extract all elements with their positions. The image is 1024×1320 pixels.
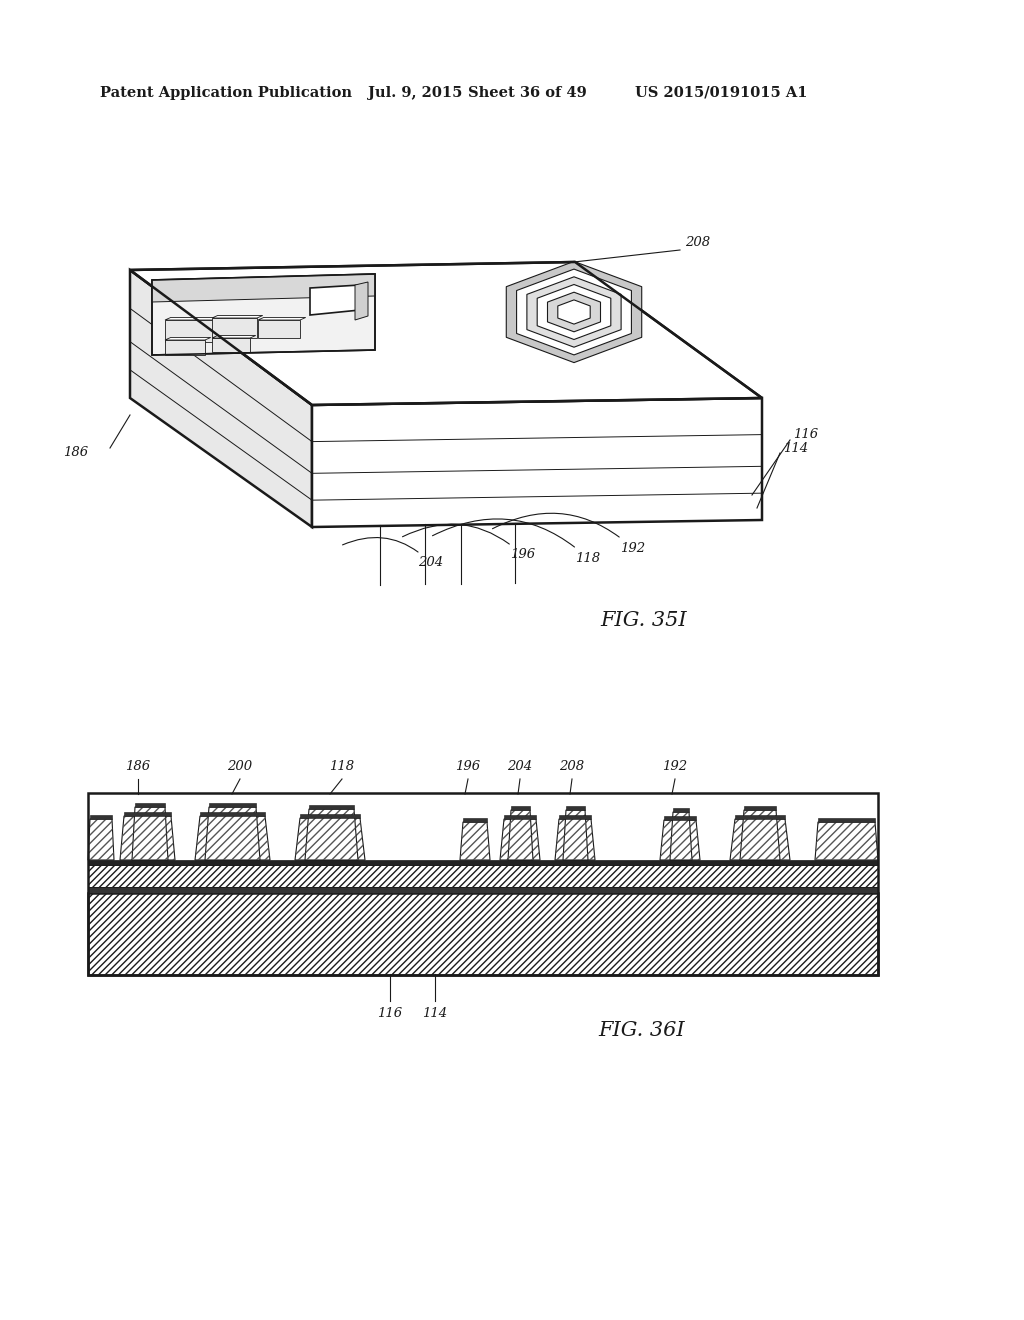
Polygon shape — [815, 822, 878, 861]
Polygon shape — [506, 261, 642, 363]
Polygon shape — [200, 812, 265, 816]
Polygon shape — [527, 277, 622, 347]
Polygon shape — [538, 285, 610, 339]
Polygon shape — [355, 282, 368, 319]
Polygon shape — [209, 803, 256, 807]
Polygon shape — [124, 812, 171, 816]
Text: 192: 192 — [493, 513, 645, 554]
Text: Jul. 9, 2015: Jul. 9, 2015 — [368, 86, 463, 100]
Polygon shape — [130, 271, 312, 527]
Text: Patent Application Publication: Patent Application Publication — [100, 86, 352, 100]
Polygon shape — [120, 816, 175, 861]
Polygon shape — [300, 814, 360, 818]
Polygon shape — [310, 285, 360, 315]
Text: US 2015/0191015 A1: US 2015/0191015 A1 — [635, 86, 808, 100]
Polygon shape — [90, 814, 112, 818]
Polygon shape — [504, 814, 536, 818]
Polygon shape — [205, 807, 260, 861]
Polygon shape — [88, 818, 114, 861]
Polygon shape — [258, 318, 306, 319]
Polygon shape — [548, 292, 600, 331]
Bar — [88, 894, 878, 975]
Polygon shape — [309, 805, 354, 809]
Polygon shape — [212, 315, 263, 318]
Polygon shape — [664, 816, 696, 820]
Bar — [88, 861, 878, 865]
Text: 116: 116 — [378, 1007, 402, 1020]
Bar — [88, 887, 878, 894]
Polygon shape — [152, 275, 375, 355]
Polygon shape — [152, 275, 375, 302]
Text: 114: 114 — [423, 1007, 447, 1020]
Text: Sheet 36 of 49: Sheet 36 of 49 — [468, 86, 587, 100]
Polygon shape — [660, 820, 700, 861]
Text: 196: 196 — [456, 760, 480, 774]
Text: 118: 118 — [330, 760, 354, 774]
Polygon shape — [212, 318, 257, 338]
Polygon shape — [295, 818, 365, 861]
Bar — [88, 865, 878, 887]
Polygon shape — [670, 812, 692, 861]
Polygon shape — [460, 822, 490, 861]
Polygon shape — [566, 807, 585, 810]
Polygon shape — [555, 818, 595, 861]
Polygon shape — [165, 341, 205, 355]
Polygon shape — [165, 318, 221, 319]
Polygon shape — [165, 338, 211, 341]
Polygon shape — [516, 269, 632, 355]
Text: 204: 204 — [343, 537, 443, 569]
Polygon shape — [563, 810, 588, 861]
Text: 204: 204 — [508, 760, 532, 774]
Polygon shape — [305, 809, 358, 861]
Polygon shape — [735, 814, 785, 818]
Text: 186: 186 — [125, 760, 151, 774]
Polygon shape — [558, 300, 590, 325]
Text: 116: 116 — [793, 429, 818, 441]
Text: 118: 118 — [432, 519, 600, 565]
Polygon shape — [258, 319, 300, 338]
Text: FIG. 35I: FIG. 35I — [600, 610, 687, 630]
Text: 200: 200 — [227, 760, 253, 774]
Text: 192: 192 — [663, 760, 687, 774]
Polygon shape — [730, 818, 790, 861]
Polygon shape — [312, 399, 762, 527]
Text: 208: 208 — [559, 760, 585, 774]
Polygon shape — [195, 816, 270, 861]
Text: 114: 114 — [783, 441, 808, 454]
Polygon shape — [132, 807, 168, 861]
Polygon shape — [508, 810, 534, 861]
Text: 208: 208 — [685, 236, 710, 249]
Polygon shape — [740, 810, 780, 861]
Polygon shape — [500, 818, 540, 861]
Polygon shape — [559, 814, 591, 818]
Polygon shape — [744, 807, 776, 810]
Text: 186: 186 — [62, 446, 88, 458]
Polygon shape — [165, 319, 215, 342]
Polygon shape — [212, 338, 250, 352]
Bar — [88, 793, 878, 975]
Polygon shape — [673, 808, 689, 812]
Polygon shape — [818, 818, 874, 822]
Polygon shape — [463, 818, 487, 822]
Polygon shape — [212, 335, 256, 338]
Polygon shape — [135, 803, 165, 807]
Text: 196: 196 — [402, 524, 536, 561]
Text: FIG. 36I: FIG. 36I — [598, 1020, 685, 1040]
Polygon shape — [511, 807, 530, 810]
Polygon shape — [130, 261, 762, 405]
